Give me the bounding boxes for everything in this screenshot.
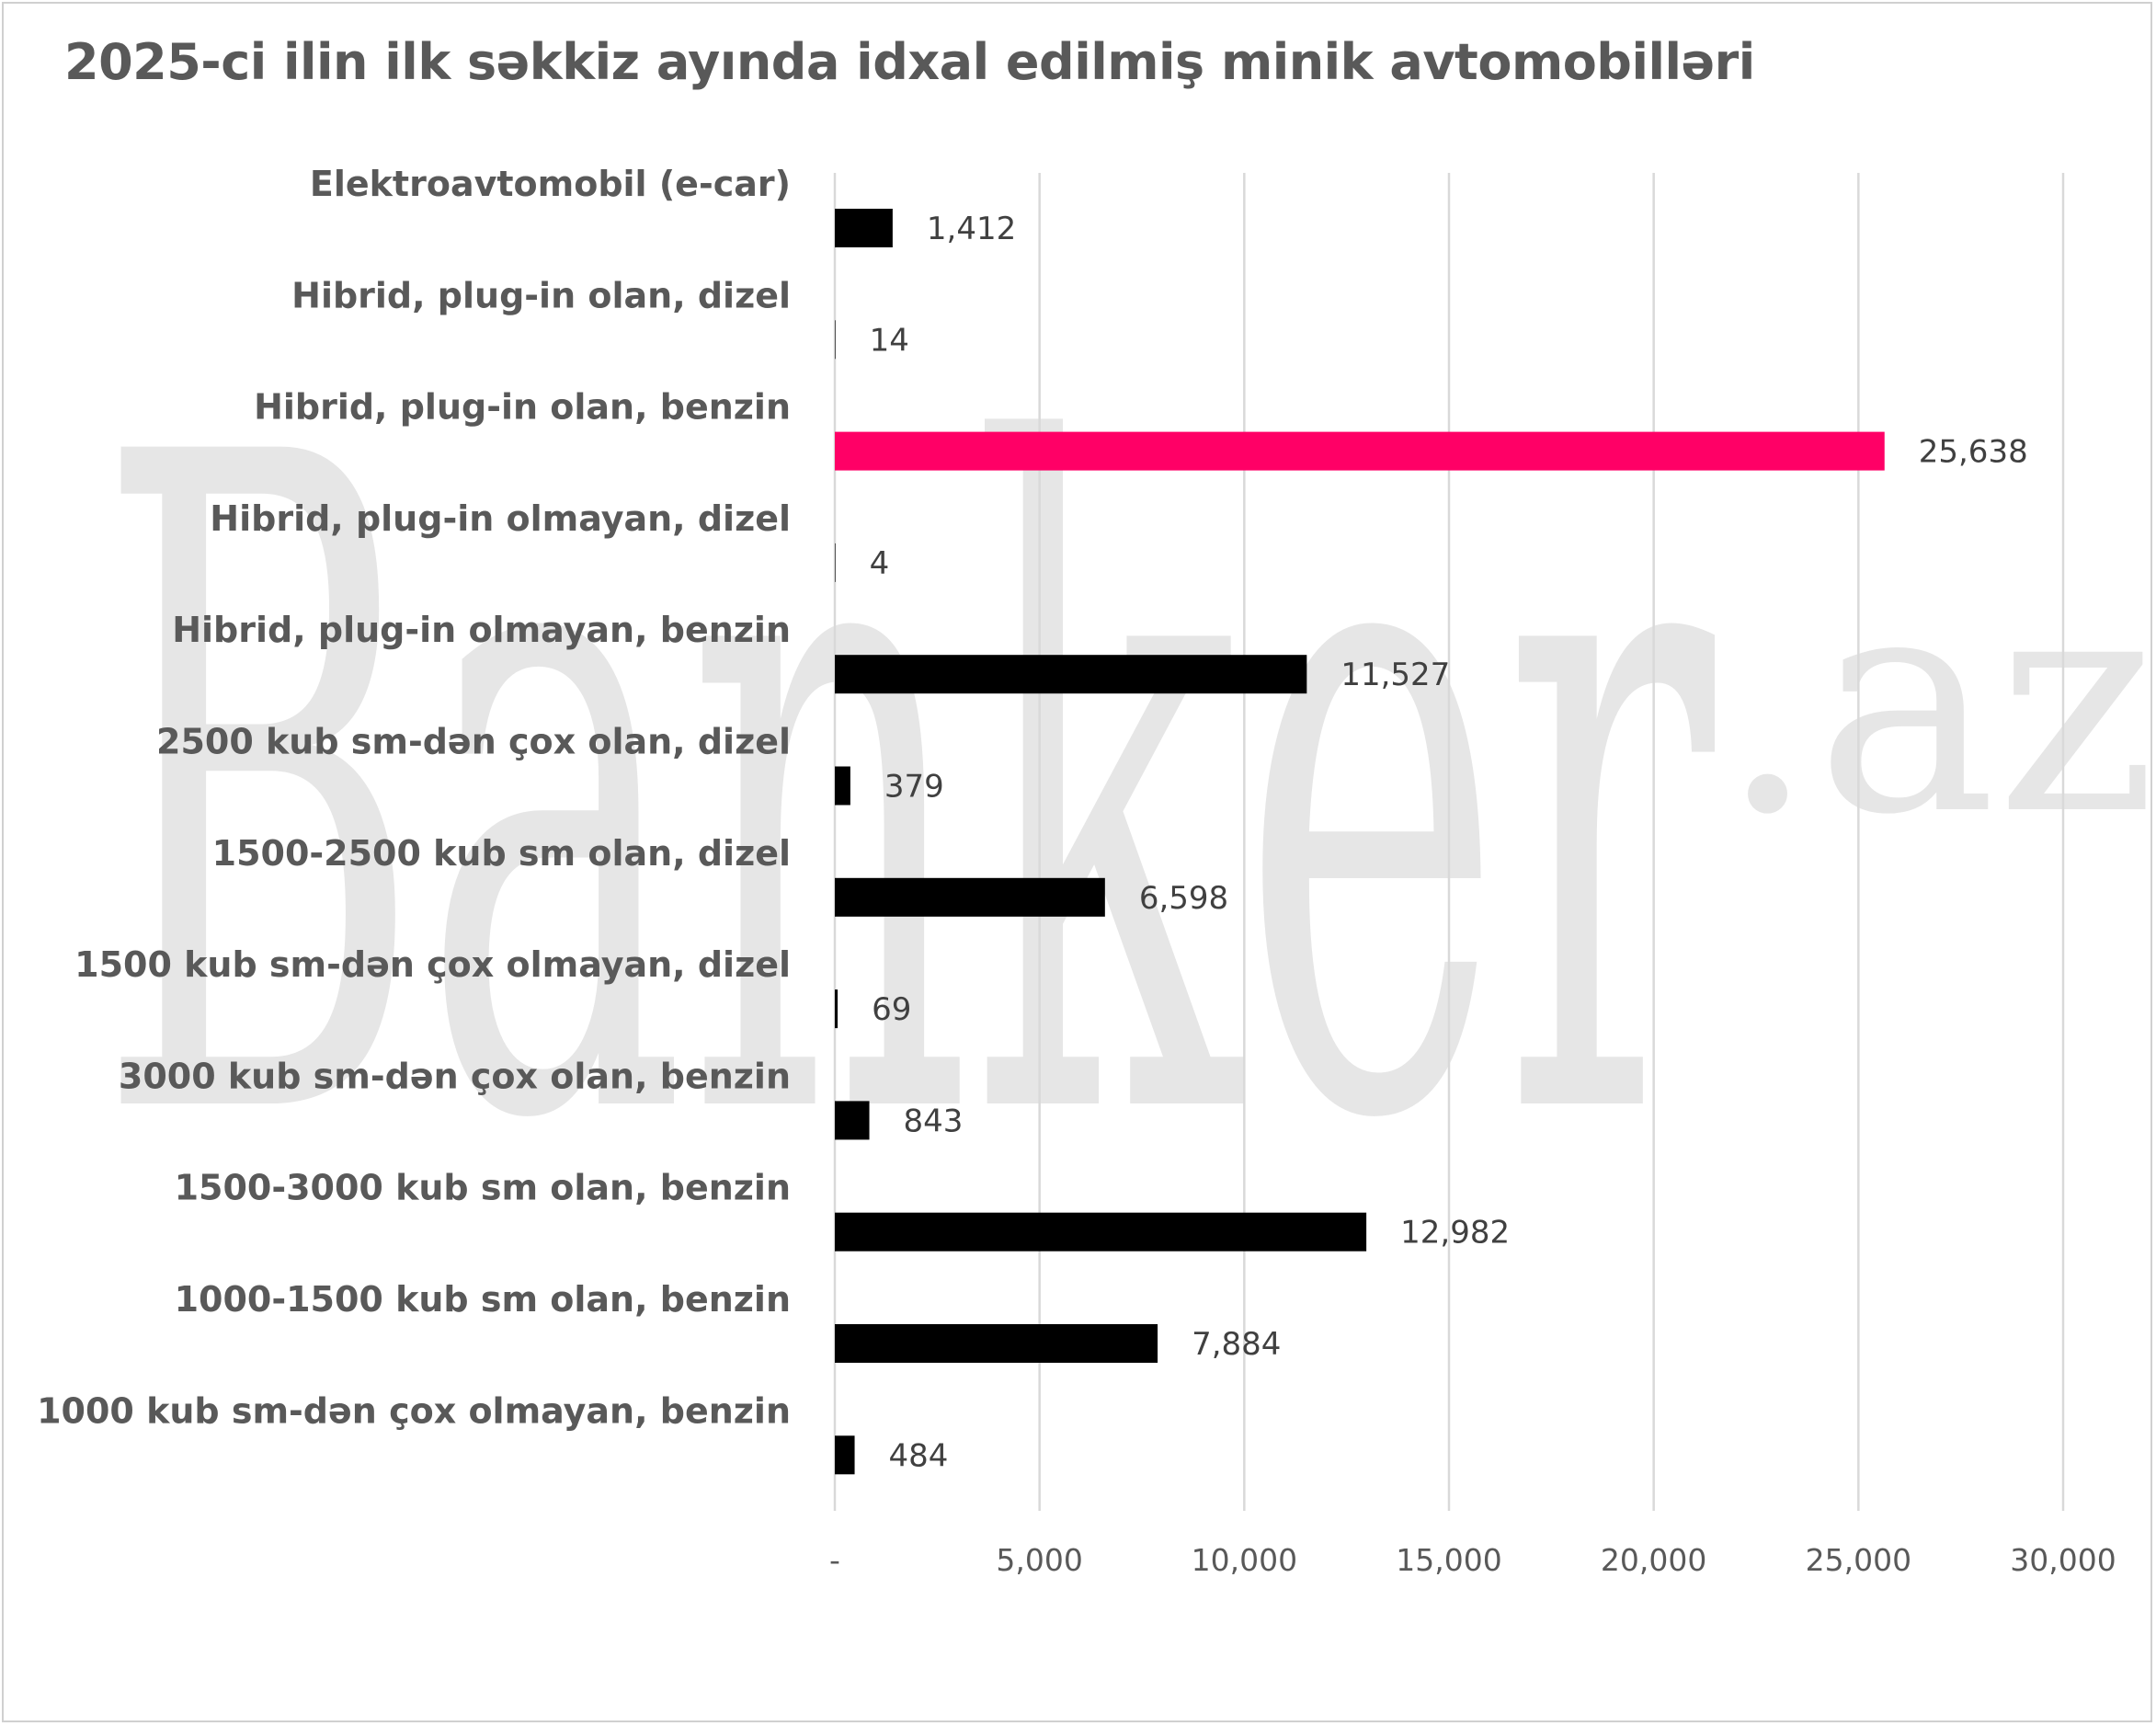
- bar: [835, 989, 838, 1029]
- category-label: Hibrid, plug-in olmayan, dizel: [210, 498, 791, 539]
- category-labels: Elektroavtomobil (e-car) Hibrid, plug-in …: [37, 164, 791, 1431]
- category-label: 2500 kub sm-dən çox olan, dizel: [156, 722, 791, 762]
- bar: [835, 209, 893, 247]
- x-tick-label: 10,000: [1192, 1542, 1297, 1578]
- bar: [835, 655, 1307, 694]
- category-label: Hibrid, plug-in olan, dizel: [291, 275, 791, 315]
- category-label: 1000-1500 kub sm olan, benzin: [175, 1279, 791, 1320]
- category-label: 1000 kub sm-dən çox olmayan, benzin: [37, 1390, 791, 1431]
- bar: [835, 1101, 870, 1140]
- bar: [835, 1324, 1158, 1363]
- value-label: 12,982: [1400, 1215, 1510, 1252]
- value-label: 69: [872, 991, 911, 1028]
- chart-title: 2025-ci ilin ilk səkkiz ayında idxal edi…: [64, 33, 1755, 91]
- x-tick-label: 5,000: [996, 1542, 1082, 1578]
- bars: [835, 209, 1885, 1475]
- value-label: 6,598: [1139, 880, 1228, 917]
- category-label: 1500 kub sm-dən çox olmayan, dizel: [74, 944, 791, 985]
- value-labels: 1,412 14 25,638 4 11,527 379 6,598 69 843 12,982 7…: [870, 211, 2028, 1474]
- bar: [835, 1435, 855, 1475]
- category-label: Hibrid, plug-in olan, benzin: [254, 387, 791, 428]
- value-label: 14: [870, 322, 909, 359]
- bar: [835, 877, 1105, 917]
- category-label: 1500-2500 kub sm olan, dizel: [212, 833, 791, 874]
- bar: [835, 320, 836, 360]
- category-label: Hibrid, plug-in olmayan, benzin: [172, 610, 791, 650]
- bar: [835, 766, 850, 806]
- x-tick-label: 25,000: [1806, 1542, 1911, 1578]
- value-label: 379: [884, 769, 944, 806]
- value-label: 4: [870, 545, 890, 582]
- grid-lines: [833, 173, 2065, 1511]
- bar: [835, 1212, 1367, 1252]
- category-label: 1500-3000 kub sm olan, benzin: [175, 1168, 791, 1208]
- x-tick-label: 15,000: [1396, 1542, 1501, 1578]
- x-axis-tick-labels: - 5,000 10,000 15,000 20,000 25,000 30,000: [829, 1542, 2116, 1578]
- value-label: 11,527: [1340, 657, 1450, 693]
- value-label: 1,412: [927, 211, 1016, 247]
- x-tick-label: -: [829, 1542, 840, 1578]
- value-label: 843: [904, 1103, 964, 1139]
- bar: [835, 543, 836, 582]
- bar: [835, 431, 1885, 471]
- category-label: 3000 kub sm-dən çox olan, benzin: [119, 1056, 791, 1096]
- x-tick-label: 20,000: [1601, 1542, 1706, 1578]
- x-tick-label: 30,000: [2010, 1542, 2116, 1578]
- value-label: 7,884: [1192, 1326, 1281, 1363]
- category-label: Elektroavtomobil (e-car): [310, 164, 791, 204]
- value-label: 25,638: [1919, 434, 2028, 471]
- watermark-suffix: .az: [1719, 528, 2156, 881]
- value-label: 484: [889, 1437, 949, 1474]
